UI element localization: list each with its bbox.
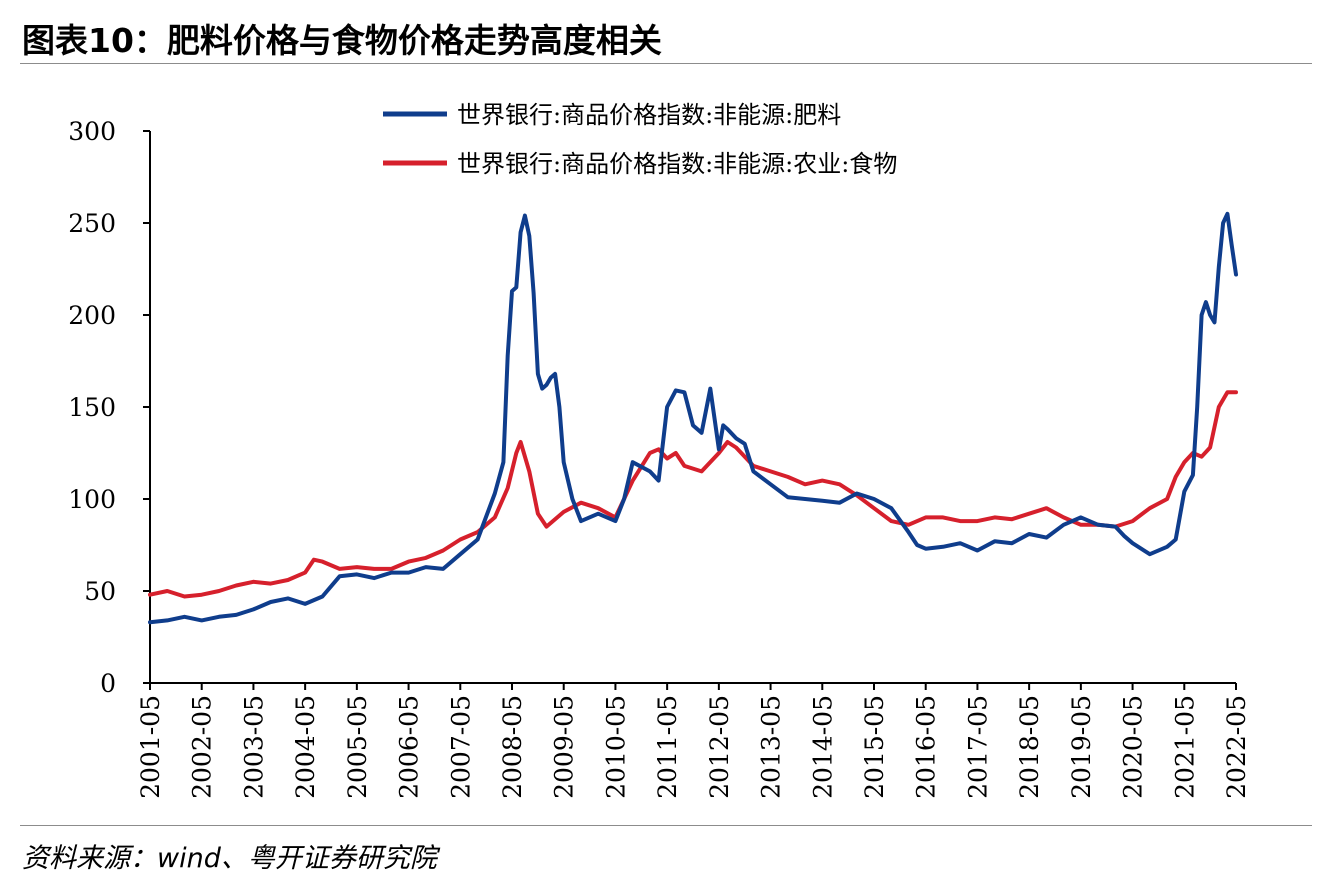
x-tick-label: 2006-05 <box>395 695 424 799</box>
x-tick-label: 2008-05 <box>498 695 527 799</box>
x-tick-label: 2011-05 <box>653 695 682 799</box>
source-divider <box>20 825 1312 826</box>
title-divider <box>20 63 1312 64</box>
chart-lines <box>148 211 1238 625</box>
legend-label-0: 世界银行:商品价格指数:非能源:肥料 <box>457 101 841 129</box>
y-tick-label: 250 <box>68 209 116 238</box>
legend-label-1: 世界银行:商品价格指数:非能源:农业:食物 <box>457 150 897 178</box>
x-tick-label: 2005-05 <box>343 695 372 799</box>
x-tick-label: 2020-05 <box>1119 695 1148 799</box>
x-tick-label: 2001-05 <box>136 695 165 799</box>
x-tick-label: 2017-05 <box>963 695 992 799</box>
x-tick-label: 2002-05 <box>188 695 217 799</box>
x-tick-label: 2019-05 <box>1067 695 1096 799</box>
x-tick-label: 2015-05 <box>860 695 889 799</box>
x-tick-label: 2012-05 <box>705 695 734 799</box>
y-tick-label: 0 <box>100 669 116 698</box>
chart-title: 图表10：肥料价格与食物价格走势高度相关 <box>22 21 662 60</box>
x-tick-label: 2014-05 <box>808 695 837 799</box>
x-tick-label: 2003-05 <box>239 695 268 799</box>
x-tick-label: 2004-05 <box>291 695 320 799</box>
source-note: 资料来源：wind、粤开证券研究院 <box>22 843 437 874</box>
y-tick-label: 50 <box>84 577 116 606</box>
series-line-0 <box>148 211 1238 625</box>
line-chart: 0 50 100 150 200 250 300 2001-05 2002-05 2003-05 2… <box>68 101 1251 799</box>
x-tick-label: 2021-05 <box>1170 695 1199 799</box>
x-tick-label: 2016-05 <box>912 695 941 799</box>
x-tick-label: 2009-05 <box>550 695 579 799</box>
x-tick-label: 2022-05 <box>1222 695 1251 799</box>
series-line-1 <box>148 390 1238 599</box>
chart-axes: 0 50 100 150 200 250 300 2001-05 2002-05 2003-05 2… <box>68 117 1251 799</box>
x-tick-label: 2010-05 <box>601 695 630 799</box>
x-tick-label: 2018-05 <box>1015 695 1044 799</box>
y-tick-label: 200 <box>68 301 116 330</box>
x-tick-label: 2013-05 <box>757 695 786 799</box>
y-tick-label: 150 <box>68 393 116 422</box>
y-tick-label: 100 <box>68 485 116 514</box>
y-tick-label: 300 <box>68 117 116 146</box>
x-tick-label: 2007-05 <box>446 695 475 799</box>
